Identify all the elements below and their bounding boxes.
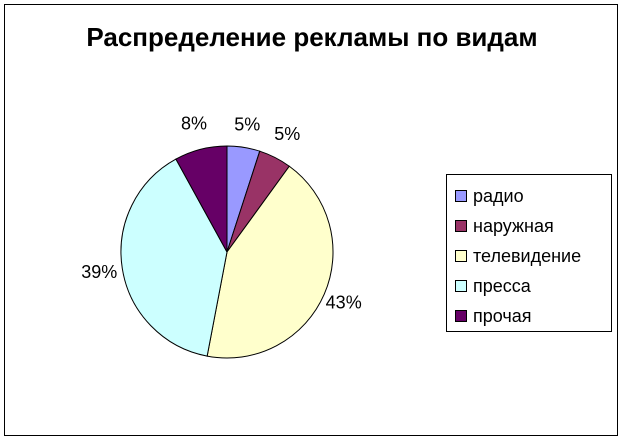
data-label-other: 8% xyxy=(181,114,207,134)
legend-label-press: пресса xyxy=(473,275,531,296)
legend-label-television: телевидение xyxy=(473,245,582,266)
legend-item-other: прочая xyxy=(455,301,611,331)
legend-item-press: пресса xyxy=(455,271,611,301)
legend-label-outdoor: наружная xyxy=(473,215,554,236)
legend-swatch-outdoor xyxy=(455,220,467,232)
data-label-television: 43% xyxy=(326,293,362,313)
legend: радио наружная телевидение пресса прочая xyxy=(446,174,612,332)
pie-labels: 5% 5% 43% 39% 8% xyxy=(81,114,361,313)
data-label-outdoor: 5% xyxy=(274,124,300,144)
legend-item-outdoor: наружная xyxy=(455,211,611,241)
legend-swatch-radio xyxy=(455,190,467,202)
chart-title: Распределение рекламы по видам xyxy=(86,22,538,52)
pie-slice-other xyxy=(175,145,228,253)
legend-swatch-television xyxy=(455,250,467,262)
legend-label-other: прочая xyxy=(473,305,532,326)
legend-item-radio: радио xyxy=(455,181,611,211)
pie-slices xyxy=(120,145,334,359)
legend-item-television: телевидение xyxy=(455,241,611,271)
data-label-press: 39% xyxy=(81,262,117,282)
pie-slice-press xyxy=(120,158,228,357)
legend-swatch-press xyxy=(455,280,467,292)
legend-label-radio: радио xyxy=(473,185,524,206)
legend-swatch-other xyxy=(455,310,467,322)
data-label-radio: 5% xyxy=(234,114,260,134)
pie-slice-television xyxy=(206,165,334,359)
